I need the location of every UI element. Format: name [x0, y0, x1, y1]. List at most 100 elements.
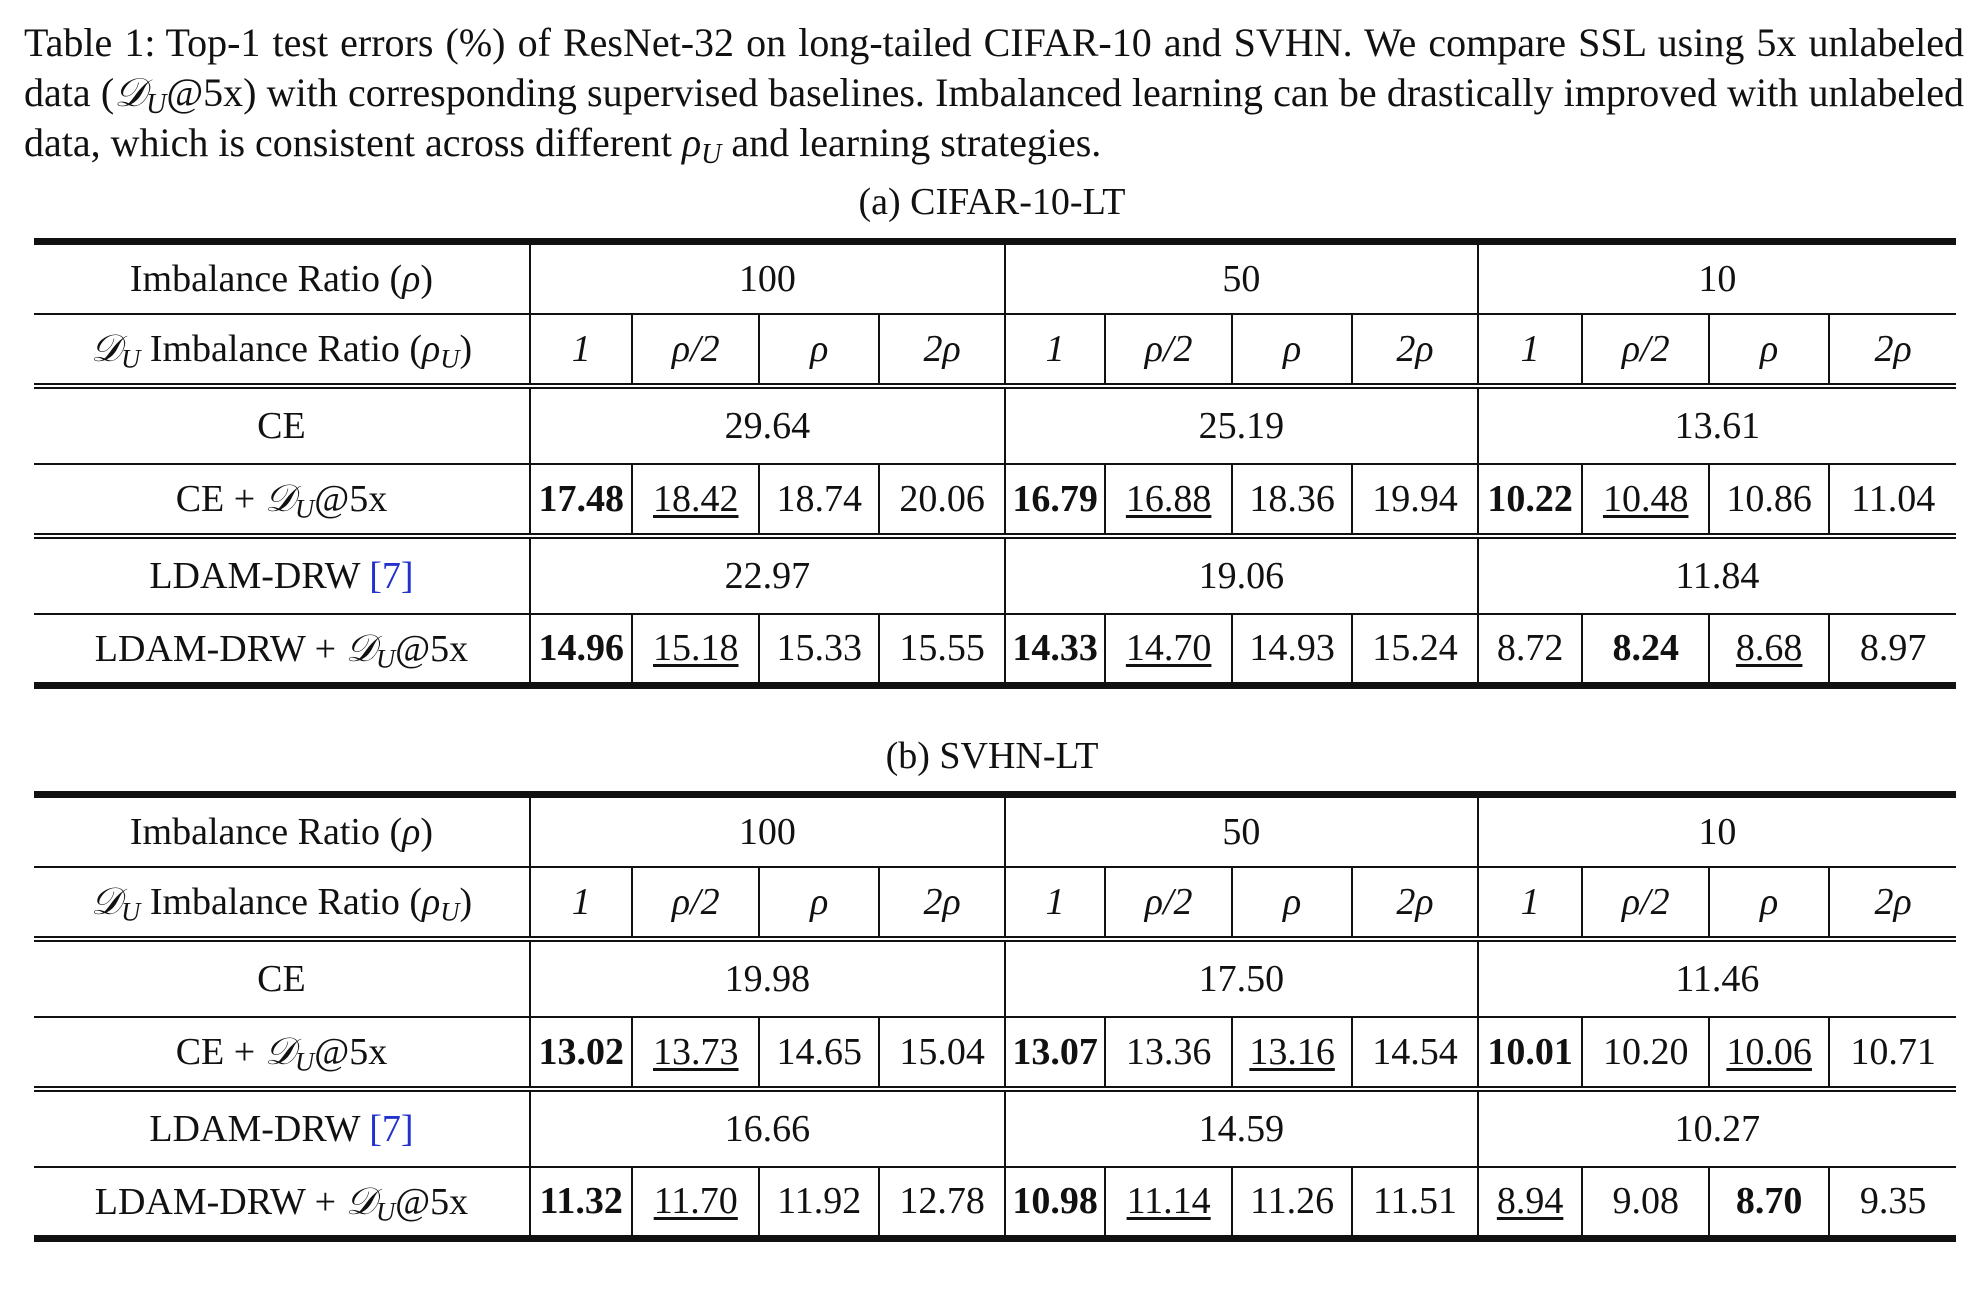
ssl-value-text: 11.04	[1851, 477, 1936, 520]
caption-label: Table 1:	[24, 20, 156, 65]
ssl-value-text: 10.71	[1850, 1030, 1936, 1073]
ssl-value-text: 11.51	[1372, 1180, 1458, 1223]
ssl-value: 14.65	[758, 1015, 880, 1089]
ssl-value-text: 14.93	[1249, 627, 1335, 670]
ssl-value-text: 17.48	[538, 477, 624, 520]
subtitle-cifar: (a) CIFAR-10-LT	[858, 181, 1126, 223]
ssl-value-text: 13.02	[538, 1030, 624, 1073]
ssl-value-text: 14.33	[1012, 627, 1098, 670]
header-rho-u-value: 1	[1003, 865, 1106, 939]
ssl-value: 8.97	[1828, 612, 1956, 689]
ssl-value-text: 13.36	[1125, 1030, 1212, 1073]
ssl-value: 18.74	[758, 462, 880, 536]
header-rho-u-value: ρ/2	[1104, 865, 1232, 939]
ssl-value: 8.94	[1476, 1165, 1583, 1242]
header-rho-u-value: 1	[1476, 312, 1583, 386]
header-du-imbalance-ratio: 𝒟U Imbalance Ratio (ρU)	[34, 312, 530, 386]
header-rho-u-value: ρ/2	[1581, 865, 1710, 939]
ssl-value-text: 16.88	[1125, 477, 1212, 520]
method-label: LDAM-DRW + 𝒟U@5x	[34, 1165, 530, 1242]
ssl-value: 14.54	[1351, 1015, 1478, 1089]
header-rho-value: 10	[1476, 238, 1956, 314]
ssl-value-text: 20.06	[899, 477, 985, 520]
ssl-value: 13.07	[1003, 1015, 1106, 1089]
ssl-value: 11.04	[1828, 462, 1956, 536]
ssl-value: 18.36	[1230, 462, 1353, 536]
header-rho-u-value: ρ/2	[631, 865, 760, 939]
caption-text: Top-1 test errors (%) of ResNet-32 on lo…	[24, 20, 1965, 170]
ssl-value: 13.02	[528, 1015, 633, 1089]
ssl-value: 15.18	[631, 612, 760, 689]
baseline-value: 13.61	[1476, 382, 1956, 464]
ssl-value-text: 11.70	[653, 1180, 738, 1223]
ssl-value: 10.01	[1476, 1015, 1583, 1089]
header-rho-u-value: 2ρ	[1351, 865, 1478, 939]
header-du-imbalance-ratio: 𝒟U Imbalance Ratio (ρU)	[34, 865, 530, 939]
header-rho-u-value: 1	[1003, 312, 1106, 386]
ssl-value: 8.68	[1708, 612, 1830, 689]
ssl-value-text: 18.36	[1249, 477, 1335, 520]
ssl-value: 20.06	[878, 462, 1005, 536]
ssl-value: 11.92	[758, 1165, 880, 1242]
ssl-value-text: 11.32	[539, 1180, 623, 1223]
ssl-value: 9.35	[1828, 1165, 1956, 1242]
ssl-value-text: 10.06	[1726, 1030, 1812, 1073]
header-rho-u-value: ρ	[1230, 865, 1353, 939]
header-rho-u-value: 1	[1476, 865, 1583, 939]
ssl-value: 12.78	[878, 1165, 1005, 1242]
ssl-value-text: 8.97	[1859, 627, 1927, 670]
ssl-value: 11.14	[1104, 1165, 1232, 1242]
ssl-value-text: 15.24	[1372, 627, 1458, 670]
ssl-value: 13.16	[1230, 1015, 1353, 1089]
header-rho-u-value: ρ/2	[631, 312, 760, 386]
ssl-value: 11.70	[631, 1165, 760, 1242]
ssl-value-text: 10.22	[1487, 477, 1573, 520]
ssl-value: 10.48	[1581, 462, 1710, 536]
header-rho-value: 100	[528, 238, 1005, 314]
ssl-value-text: 9.35	[1859, 1180, 1927, 1223]
ssl-value-text: 15.33	[776, 627, 862, 670]
ssl-value-text: 10.01	[1487, 1030, 1573, 1073]
ssl-value-text: 16.79	[1012, 477, 1098, 520]
ssl-value-text: 13.16	[1249, 1030, 1335, 1073]
ssl-value-text: 14.96	[538, 627, 624, 670]
method-label: LDAM-DRW [7]	[34, 532, 530, 614]
ssl-value: 18.42	[631, 462, 760, 536]
ssl-value: 16.88	[1104, 462, 1232, 536]
ssl-value: 8.72	[1476, 612, 1583, 689]
ssl-value-text: 8.70	[1735, 1180, 1803, 1223]
header-rho-value: 10	[1476, 791, 1956, 867]
header-rho-u-value: 2ρ	[1351, 312, 1478, 386]
ssl-value-text: 15.18	[653, 627, 739, 670]
ssl-value: 14.70	[1104, 612, 1232, 689]
ssl-value-text: 9.08	[1612, 1180, 1679, 1223]
method-label: CE	[34, 382, 530, 464]
ssl-value: 11.32	[528, 1165, 633, 1242]
ssl-value: 8.24	[1581, 612, 1710, 689]
ssl-value-text: 11.92	[777, 1180, 862, 1223]
ssl-value: 15.04	[878, 1015, 1005, 1089]
header-rho-u-value: 1	[528, 865, 633, 939]
baseline-value: 25.19	[1003, 382, 1478, 464]
ssl-value-text: 14.54	[1372, 1030, 1458, 1073]
ssl-value: 13.73	[631, 1015, 760, 1089]
method-label: CE + 𝒟U@5x	[34, 1015, 530, 1089]
method-label: CE	[34, 935, 530, 1017]
ssl-value: 15.55	[878, 612, 1005, 689]
header-rho-value: 50	[1003, 791, 1478, 867]
subtitle-svhn: (b) SVHN-LT	[885, 735, 1099, 777]
header-rho-u-value: ρ	[758, 865, 880, 939]
ssl-value-text: 10.20	[1602, 1030, 1689, 1073]
header-rho-u-value: 2ρ	[878, 312, 1005, 386]
header-rho-u-value: ρ	[1230, 312, 1353, 386]
header-rho-u-value: 2ρ	[878, 865, 1005, 939]
header-rho-u-value: ρ/2	[1581, 312, 1710, 386]
header-rho-u-value: 2ρ	[1828, 312, 1956, 386]
ssl-value-text: 8.72	[1496, 627, 1564, 670]
header-rho-u-value: 2ρ	[1828, 865, 1956, 939]
ssl-value: 15.24	[1351, 612, 1478, 689]
ssl-value: 17.48	[528, 462, 633, 536]
ssl-value: 14.96	[528, 612, 633, 689]
header-rho-value: 50	[1003, 238, 1478, 314]
